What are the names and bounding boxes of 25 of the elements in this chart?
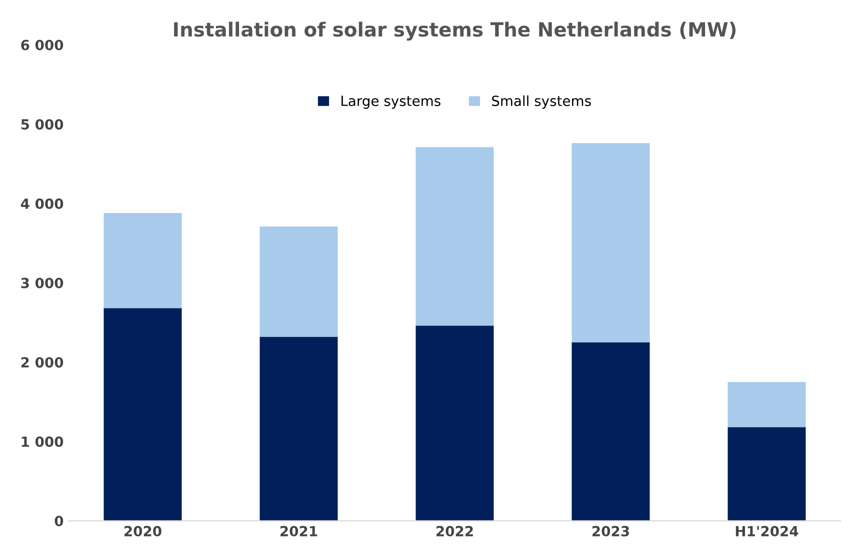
x-tick-label: 2022: [436, 526, 473, 536]
y-tick-label: 3 000: [21, 278, 64, 288]
bar: [572, 143, 650, 342]
bar: [728, 427, 806, 521]
x-tick-label: 2023: [592, 526, 629, 536]
bar: [572, 342, 650, 521]
bar: [104, 212, 182, 308]
bar: [260, 336, 338, 521]
bar: [260, 226, 338, 337]
x-tick-label: 2021: [280, 526, 318, 536]
legend-label: Small systems: [492, 95, 591, 109]
y-tick-label: 4 000: [20, 198, 64, 209]
y-tick-label: 5 000: [21, 119, 64, 130]
y-tick-label: 1 000: [22, 436, 64, 447]
bar: [104, 308, 182, 521]
y-tick-label: 6 000: [21, 40, 64, 50]
bar: [728, 382, 806, 428]
bar: [416, 147, 494, 326]
x-tick-label: 2020: [124, 526, 162, 536]
bar: [416, 326, 494, 521]
y-tick-label: 2 000: [21, 357, 64, 368]
chart-title: Installation of solar systems The Netherlands (MW): [174, 22, 736, 41]
y-tick-label: 0: [54, 516, 64, 526]
x-tick-label: H1'2024: [736, 526, 798, 536]
legend-label: Large systems: [342, 96, 440, 109]
